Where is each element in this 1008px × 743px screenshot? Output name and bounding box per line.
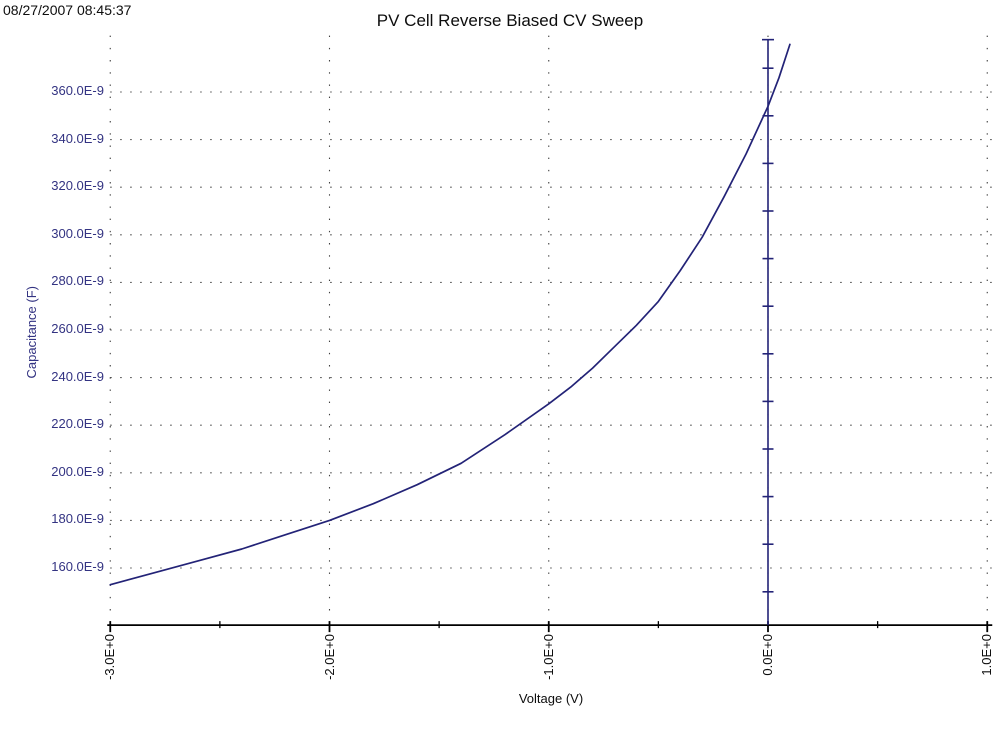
x-tick-label: 1.0E+0 xyxy=(979,634,995,676)
y-tick-label: 260.0E-9 xyxy=(51,321,104,336)
x-axis-title: Voltage (V) xyxy=(518,691,584,706)
y-tick-label: 360.0E-9 xyxy=(51,83,104,98)
cv-curve xyxy=(109,43,791,586)
x-tick-label: -1.0E+0 xyxy=(540,634,556,681)
y-tick-label: 200.0E-9 xyxy=(51,463,104,479)
x-tick-label: -3.0E+0 xyxy=(102,634,118,681)
x-tick-label: 0.0E+0 xyxy=(760,634,775,676)
y-tick-label: 180.0E-9 xyxy=(51,511,104,527)
timestamp: 08/27/2007 08:45:37 xyxy=(3,2,132,18)
x-tick-label: -2.0E+0 xyxy=(321,634,337,681)
y-tick-label: 160.0E-9 xyxy=(51,559,104,574)
y-tick-label: 280.0E-9 xyxy=(51,273,104,289)
y-tick-label: 300.0E-9 xyxy=(51,225,104,241)
y-tick-label: 320.0E-9 xyxy=(51,178,104,194)
y-tick-label: 340.0E-9 xyxy=(51,130,104,146)
chart-title: PV Cell Reverse Biased CV Sweep xyxy=(376,11,644,30)
y-tick-label: 240.0E-9 xyxy=(51,368,104,384)
y-tick-label: 220.0E-9 xyxy=(51,416,104,432)
